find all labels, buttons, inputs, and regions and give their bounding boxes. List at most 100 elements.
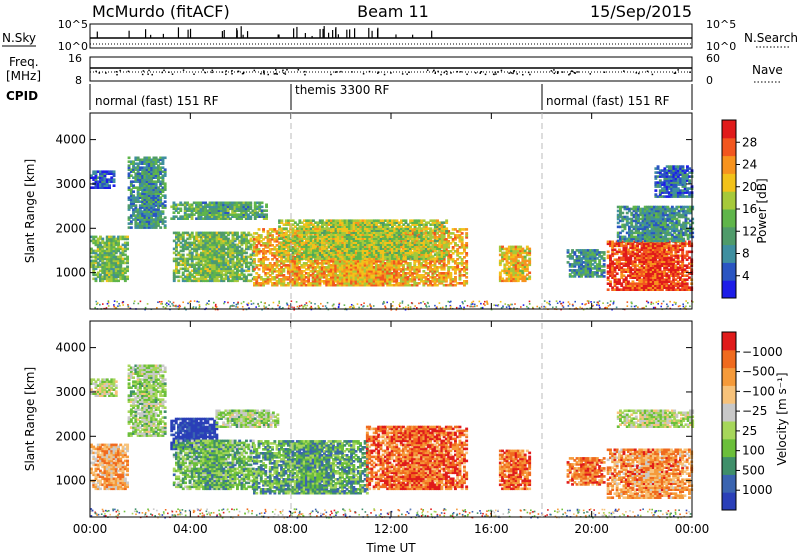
echo-cell xyxy=(154,204,158,207)
echo-cell xyxy=(199,269,203,273)
echo-cell xyxy=(152,182,156,185)
echo-cell xyxy=(231,215,235,218)
echo-cell xyxy=(245,233,248,237)
echo-cell xyxy=(105,253,109,257)
echo-cell xyxy=(222,205,226,209)
echo-cell xyxy=(260,211,264,214)
echo-cell xyxy=(108,172,111,175)
echo-cell xyxy=(311,276,315,279)
echo-cell xyxy=(92,263,96,267)
echo-cell xyxy=(242,277,246,281)
echo-cell xyxy=(141,224,145,227)
freq-dot xyxy=(368,70,371,73)
echo-cell xyxy=(253,201,257,205)
echo-cell xyxy=(94,170,98,173)
echo-cell xyxy=(147,156,151,160)
echo-cell xyxy=(249,243,253,247)
echo-cell xyxy=(190,261,194,265)
freq-dot xyxy=(494,71,497,73)
echo-cell xyxy=(190,215,194,218)
echo-cell xyxy=(227,269,230,273)
echo-cell xyxy=(159,176,163,179)
echo-cell xyxy=(119,261,123,265)
echo-cell xyxy=(150,216,154,219)
echo-cell xyxy=(145,218,149,221)
echo-cell xyxy=(291,280,295,283)
echo-cell xyxy=(114,255,118,259)
echo-cell xyxy=(332,266,335,269)
echo-cell xyxy=(271,268,274,271)
echo-cell xyxy=(318,278,322,281)
echo-cell xyxy=(184,247,187,251)
echo-cell xyxy=(154,194,158,197)
echo-cell xyxy=(229,249,233,253)
echo-cell xyxy=(215,203,219,207)
echo-cell xyxy=(256,213,259,216)
echo-cell xyxy=(257,276,261,279)
echo-cell xyxy=(217,257,221,261)
echo-cell xyxy=(138,158,142,162)
echo-cell xyxy=(220,257,224,261)
echo-cell xyxy=(161,180,165,183)
echo-cell xyxy=(265,217,268,220)
echo-cell xyxy=(143,186,147,189)
echo-cell xyxy=(309,262,313,265)
echo-cell xyxy=(262,283,265,287)
echo-cell xyxy=(314,238,317,241)
echo-cell xyxy=(188,263,192,267)
echo-cell xyxy=(152,212,156,215)
echo-cell xyxy=(213,247,217,251)
freq-dot xyxy=(283,72,285,74)
echo-cell xyxy=(211,253,215,257)
echo-cell xyxy=(172,273,176,277)
echo-cell xyxy=(163,186,167,189)
echo-cell xyxy=(284,276,288,279)
echo-cell xyxy=(179,245,183,249)
freq-dot xyxy=(674,72,677,74)
echo-cell xyxy=(300,274,304,277)
echo-cell xyxy=(103,273,107,277)
echo-cell xyxy=(110,243,114,247)
echo-cell xyxy=(197,259,201,263)
echo-cell xyxy=(311,272,315,275)
echo-cell xyxy=(145,226,149,229)
echo-cell xyxy=(129,174,133,177)
echo-cell xyxy=(211,247,215,251)
echo-cell xyxy=(195,271,199,275)
echo-cell xyxy=(181,255,185,259)
echo-cell xyxy=(275,248,279,251)
echo-cell xyxy=(195,263,199,267)
echo-cell xyxy=(101,170,105,173)
echo-cell xyxy=(215,213,219,216)
echo-cell xyxy=(145,192,149,195)
echo-cell xyxy=(236,279,239,283)
echo-cell xyxy=(284,238,288,241)
echo-cell xyxy=(253,276,256,279)
freq-dot xyxy=(434,72,436,74)
echo-cell xyxy=(105,267,109,271)
echo-cell xyxy=(159,166,163,169)
echo-cell xyxy=(129,204,133,207)
echo-cell xyxy=(325,278,329,281)
echo-cell xyxy=(208,261,212,265)
echo-cell xyxy=(190,279,194,283)
echo-cell xyxy=(179,263,183,267)
echo-cell xyxy=(240,253,244,257)
echo-cell xyxy=(213,205,217,209)
echo-cell xyxy=(217,209,221,212)
echo-cell xyxy=(114,247,118,251)
echo-cell xyxy=(181,237,185,241)
echo-cell xyxy=(190,211,194,214)
echo-cell xyxy=(121,235,125,239)
echo-cell xyxy=(320,280,324,283)
echo-cell xyxy=(233,231,237,235)
echo-cell xyxy=(332,272,335,275)
echo-cell xyxy=(138,224,142,227)
echo-cell xyxy=(141,214,145,217)
echo-cell xyxy=(277,264,281,267)
echo-cell xyxy=(163,204,167,207)
echo-cell xyxy=(262,213,266,216)
echo-cell xyxy=(206,239,210,243)
echo-cell xyxy=(242,273,246,277)
echo-cell xyxy=(92,178,96,181)
